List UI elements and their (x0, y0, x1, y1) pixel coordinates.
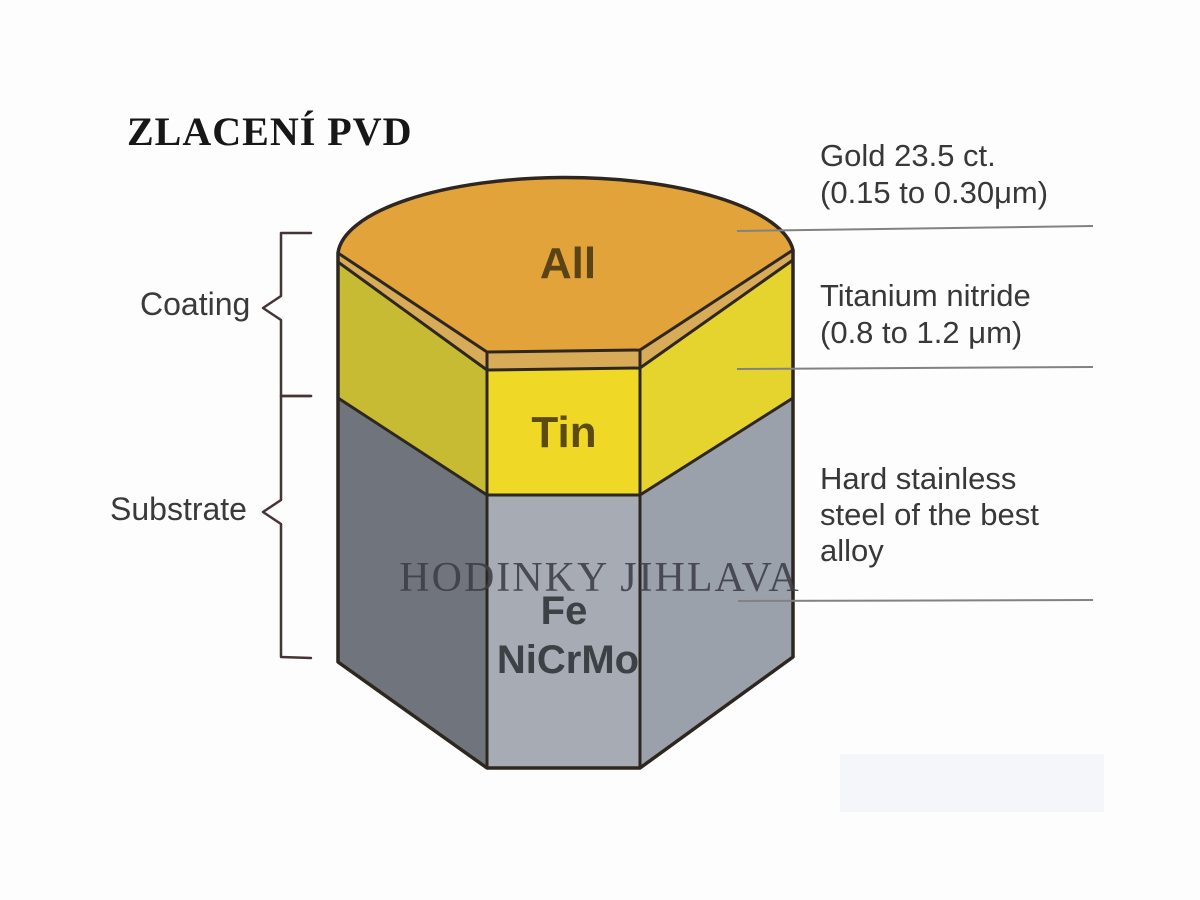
substrate-bracket (261, 394, 313, 660)
gold-annotation-line2: (0.15 to 0.30μm) (820, 175, 1049, 210)
prism-outline (336, 175, 795, 770)
nicrmo-face-label: NiCrMo (497, 638, 639, 682)
tin-annotation: Titanium nitride (0.8 to 1.2 μm) (820, 277, 1031, 351)
steel-annotation: Hard stainless steel of the best alloy (820, 461, 1039, 569)
substrate-left-face (338, 398, 487, 768)
steel-leader-line (737, 599, 1094, 602)
watermark-text: HODINKY JIHLAVA (399, 555, 801, 601)
gold-annotation: Gold 23.5 ct. (0.15 to 0.30μm) (820, 137, 1048, 211)
tin-right-face (640, 260, 793, 495)
tin-leader-line (736, 366, 1094, 370)
tin-face-label: Tin (531, 408, 596, 457)
steel-annotation-line3: alloy (820, 533, 884, 568)
tin-front-face (487, 368, 640, 495)
substrate-right-face (640, 398, 793, 768)
gold-leader-line (736, 225, 1094, 232)
gold-face-label: All (540, 239, 596, 288)
gold-top-face (338, 177, 793, 352)
gold-strip-top-edge (336, 248, 795, 354)
fe-face-label: Fe (541, 589, 588, 633)
steel-annotation-line2: steel of the best (820, 497, 1039, 532)
coating-label: Coating (140, 286, 251, 322)
coating-bracket (261, 231, 313, 398)
tin-substrate-boundary-edge (336, 396, 795, 497)
steel-annotation-line1: Hard stainless (820, 461, 1017, 496)
scan-artifact-shade (840, 754, 1104, 812)
tin-annotation-line2: (0.8 to 1.2 μm) (820, 315, 1023, 350)
tin-annotation-line1: Titanium nitride (820, 278, 1031, 313)
substrate-front-face (487, 495, 640, 768)
page-title: ZLACENÍ PVD (127, 109, 413, 154)
tin-left-face (338, 262, 487, 495)
gold-strip-bottom-edge (336, 258, 795, 372)
gold-annotation-line1: Gold 23.5 ct. (820, 138, 996, 173)
substrate-label: Substrate (110, 491, 247, 527)
